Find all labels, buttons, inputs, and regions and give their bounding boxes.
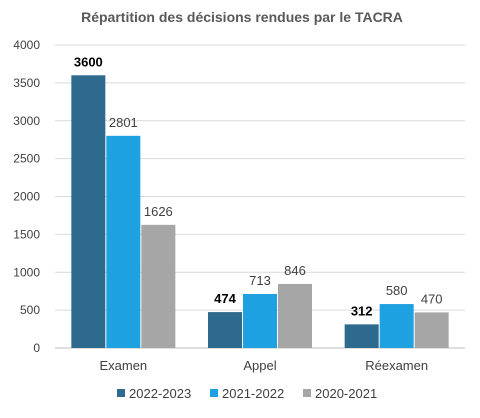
bar — [243, 293, 277, 348]
chart-title: Répartition des décisions rendues par le… — [81, 9, 403, 25]
bar — [208, 312, 242, 348]
legend: 2022-2023 2021-2022 2020-2021 — [117, 386, 377, 401]
data-label: 2801 — [109, 115, 138, 130]
bar — [344, 324, 379, 348]
y-axis-ticks: 0 500 1000 1500 2000 2500 3000 3500 4000 — [13, 38, 40, 355]
bar — [106, 135, 141, 348]
x-axis-categories: Examen Appel Réexamen — [99, 358, 428, 373]
y-tick-label: 500 — [20, 303, 40, 317]
bar — [414, 312, 449, 348]
data-label: 470 — [421, 291, 443, 306]
y-tick-label: 0 — [33, 341, 40, 355]
legend-swatch — [303, 389, 311, 397]
data-labels: 3600 2801 1626 474 713 846 312 580 470 — [74, 54, 443, 318]
data-label: 1626 — [144, 204, 173, 219]
legend-item: 2022-2023 — [117, 386, 191, 401]
bar — [379, 304, 414, 348]
y-tick-label: 2000 — [13, 190, 40, 204]
category-label: Appel — [243, 358, 276, 373]
legend-swatch — [210, 389, 218, 397]
legend-label: 2020-2021 — [315, 386, 377, 401]
y-tick-label: 3500 — [13, 76, 40, 90]
legend-item: 2021-2022 — [210, 386, 284, 401]
y-tick-label: 2500 — [13, 152, 40, 166]
data-label: 846 — [284, 263, 306, 278]
data-label: 713 — [249, 273, 271, 288]
bar — [141, 224, 176, 348]
data-label: 474 — [214, 291, 236, 306]
legend-label: 2021-2022 — [222, 386, 284, 401]
data-label: 3600 — [74, 54, 103, 69]
data-label: 580 — [386, 283, 408, 298]
category-label: Réexamen — [365, 358, 428, 373]
bar — [71, 75, 106, 349]
y-tick-label: 4000 — [13, 38, 40, 52]
bar — [278, 283, 312, 348]
y-tick-label: 3000 — [13, 114, 40, 128]
y-tick-label: 1500 — [13, 227, 40, 241]
data-label: 312 — [351, 303, 373, 318]
bars — [71, 75, 449, 349]
legend-label: 2022-2023 — [129, 386, 191, 401]
y-tick-label: 1000 — [13, 265, 40, 279]
category-label: Examen — [99, 358, 147, 373]
legend-item: 2020-2021 — [303, 386, 377, 401]
legend-swatch — [117, 389, 125, 397]
